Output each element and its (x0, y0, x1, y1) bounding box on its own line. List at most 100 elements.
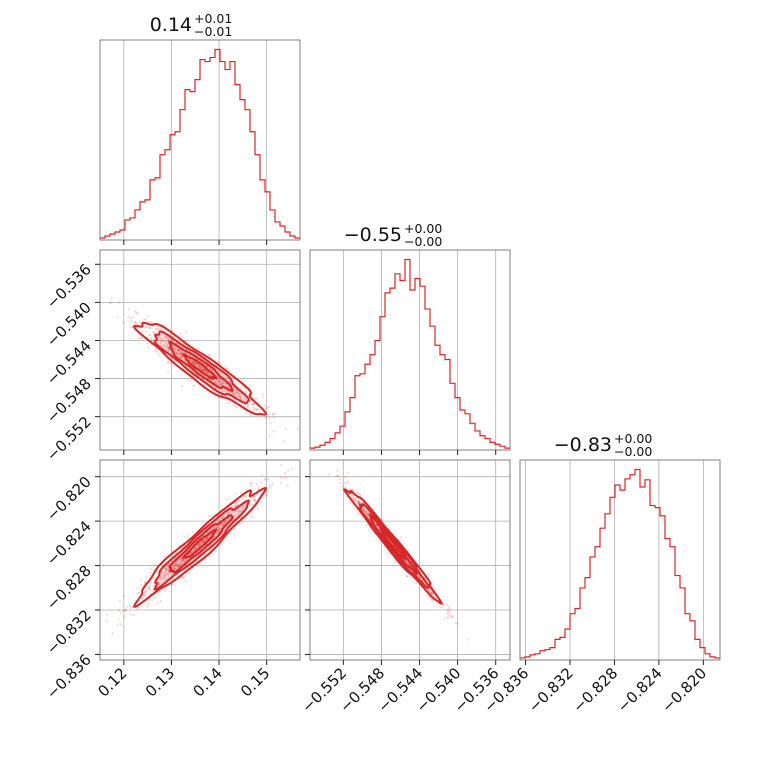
sample-point (225, 398, 228, 401)
sample-point (191, 530, 194, 534)
sample-point (359, 494, 362, 497)
sample-point (220, 523, 223, 526)
contour-level-2 (368, 513, 419, 576)
sample-point (250, 515, 253, 518)
sample-point (202, 368, 206, 371)
sample-point (167, 573, 170, 576)
sample-point (179, 557, 182, 560)
sample-point (175, 351, 178, 355)
contour-level-3 (358, 502, 431, 589)
sample-point (233, 503, 236, 506)
sample-point (228, 390, 231, 393)
sample-point (193, 362, 197, 365)
sample-point (149, 568, 152, 571)
sample-point (197, 544, 200, 548)
x-tick-label: 0.14 (190, 664, 226, 700)
sample-point (206, 365, 209, 368)
panel-title-upper: +0.00 (404, 221, 442, 236)
sample-point (180, 355, 183, 359)
contour-level-2 (168, 514, 234, 574)
sample-point (237, 393, 240, 396)
sample-point (220, 516, 223, 519)
contour-level-1 (182, 353, 218, 380)
sample-point (271, 483, 274, 486)
sample-point (167, 338, 171, 341)
sample-point (159, 342, 162, 346)
sample-point (122, 609, 125, 613)
sample-point (208, 555, 211, 558)
sample-point (119, 611, 122, 614)
sample-point (232, 392, 236, 395)
sample-point (272, 413, 275, 416)
sample-point (162, 323, 165, 327)
sample-point (264, 478, 267, 481)
sample-point (138, 321, 141, 324)
sample-point (450, 616, 453, 619)
sample-point (203, 540, 206, 543)
sample-point (180, 353, 183, 357)
sample-point (418, 576, 422, 579)
sample-point (176, 353, 179, 357)
sample-point (180, 576, 183, 579)
sample-point (140, 584, 143, 587)
sample-point (149, 327, 152, 330)
sample-point (215, 526, 218, 529)
sample-point (149, 588, 152, 591)
sample-point (181, 558, 184, 561)
sample-point (162, 555, 166, 558)
sample-point (161, 577, 165, 580)
sample-point (117, 618, 120, 621)
panel-frame (99, 459, 301, 661)
sample-point (195, 564, 199, 567)
sample-point (163, 340, 167, 343)
sample-point (177, 565, 181, 568)
sample-point (177, 348, 180, 351)
sample-point (179, 332, 182, 336)
sample-point (240, 497, 243, 500)
panel-title-upper: +0.00 (614, 431, 652, 446)
sample-point (216, 531, 219, 534)
grid-lines (310, 460, 510, 660)
sample-point (204, 538, 207, 541)
sample-point (244, 390, 247, 393)
sample-point (430, 598, 434, 601)
sample-point (431, 591, 434, 594)
sample-point (164, 567, 168, 570)
sample-point (266, 490, 269, 493)
sample-point (181, 562, 184, 565)
sample-point (251, 503, 255, 507)
sample-point (167, 563, 170, 566)
sample-point (167, 348, 170, 352)
sample-point (221, 382, 224, 385)
sample-point (177, 565, 180, 568)
contour-level-1 (379, 526, 407, 560)
sample-point (192, 361, 195, 364)
sample-point (186, 533, 189, 536)
sample-point (175, 563, 178, 566)
sample-point (178, 356, 181, 359)
sample-point (163, 576, 167, 580)
sample-point (145, 326, 148, 329)
sample-point (426, 588, 430, 592)
sample-point (234, 513, 237, 517)
sample-point (219, 527, 222, 530)
sample-point (272, 430, 275, 433)
sample-point (280, 464, 283, 467)
sample-point (375, 523, 379, 526)
sample-point (236, 391, 239, 394)
sample-point (141, 597, 145, 600)
x-tick-label: −0.828 (569, 664, 621, 716)
sample-point (222, 523, 225, 527)
sample-point (204, 368, 207, 372)
sample-point (167, 370, 170, 373)
sample-point (176, 565, 179, 568)
sample-point (346, 472, 349, 475)
scatter-panel-3-1 (99, 459, 301, 661)
sample-point (157, 582, 160, 585)
sample-point (194, 546, 197, 550)
sample-point (380, 517, 383, 520)
sample-point (147, 587, 150, 590)
sample-point (261, 393, 264, 396)
sample-point (135, 311, 138, 315)
